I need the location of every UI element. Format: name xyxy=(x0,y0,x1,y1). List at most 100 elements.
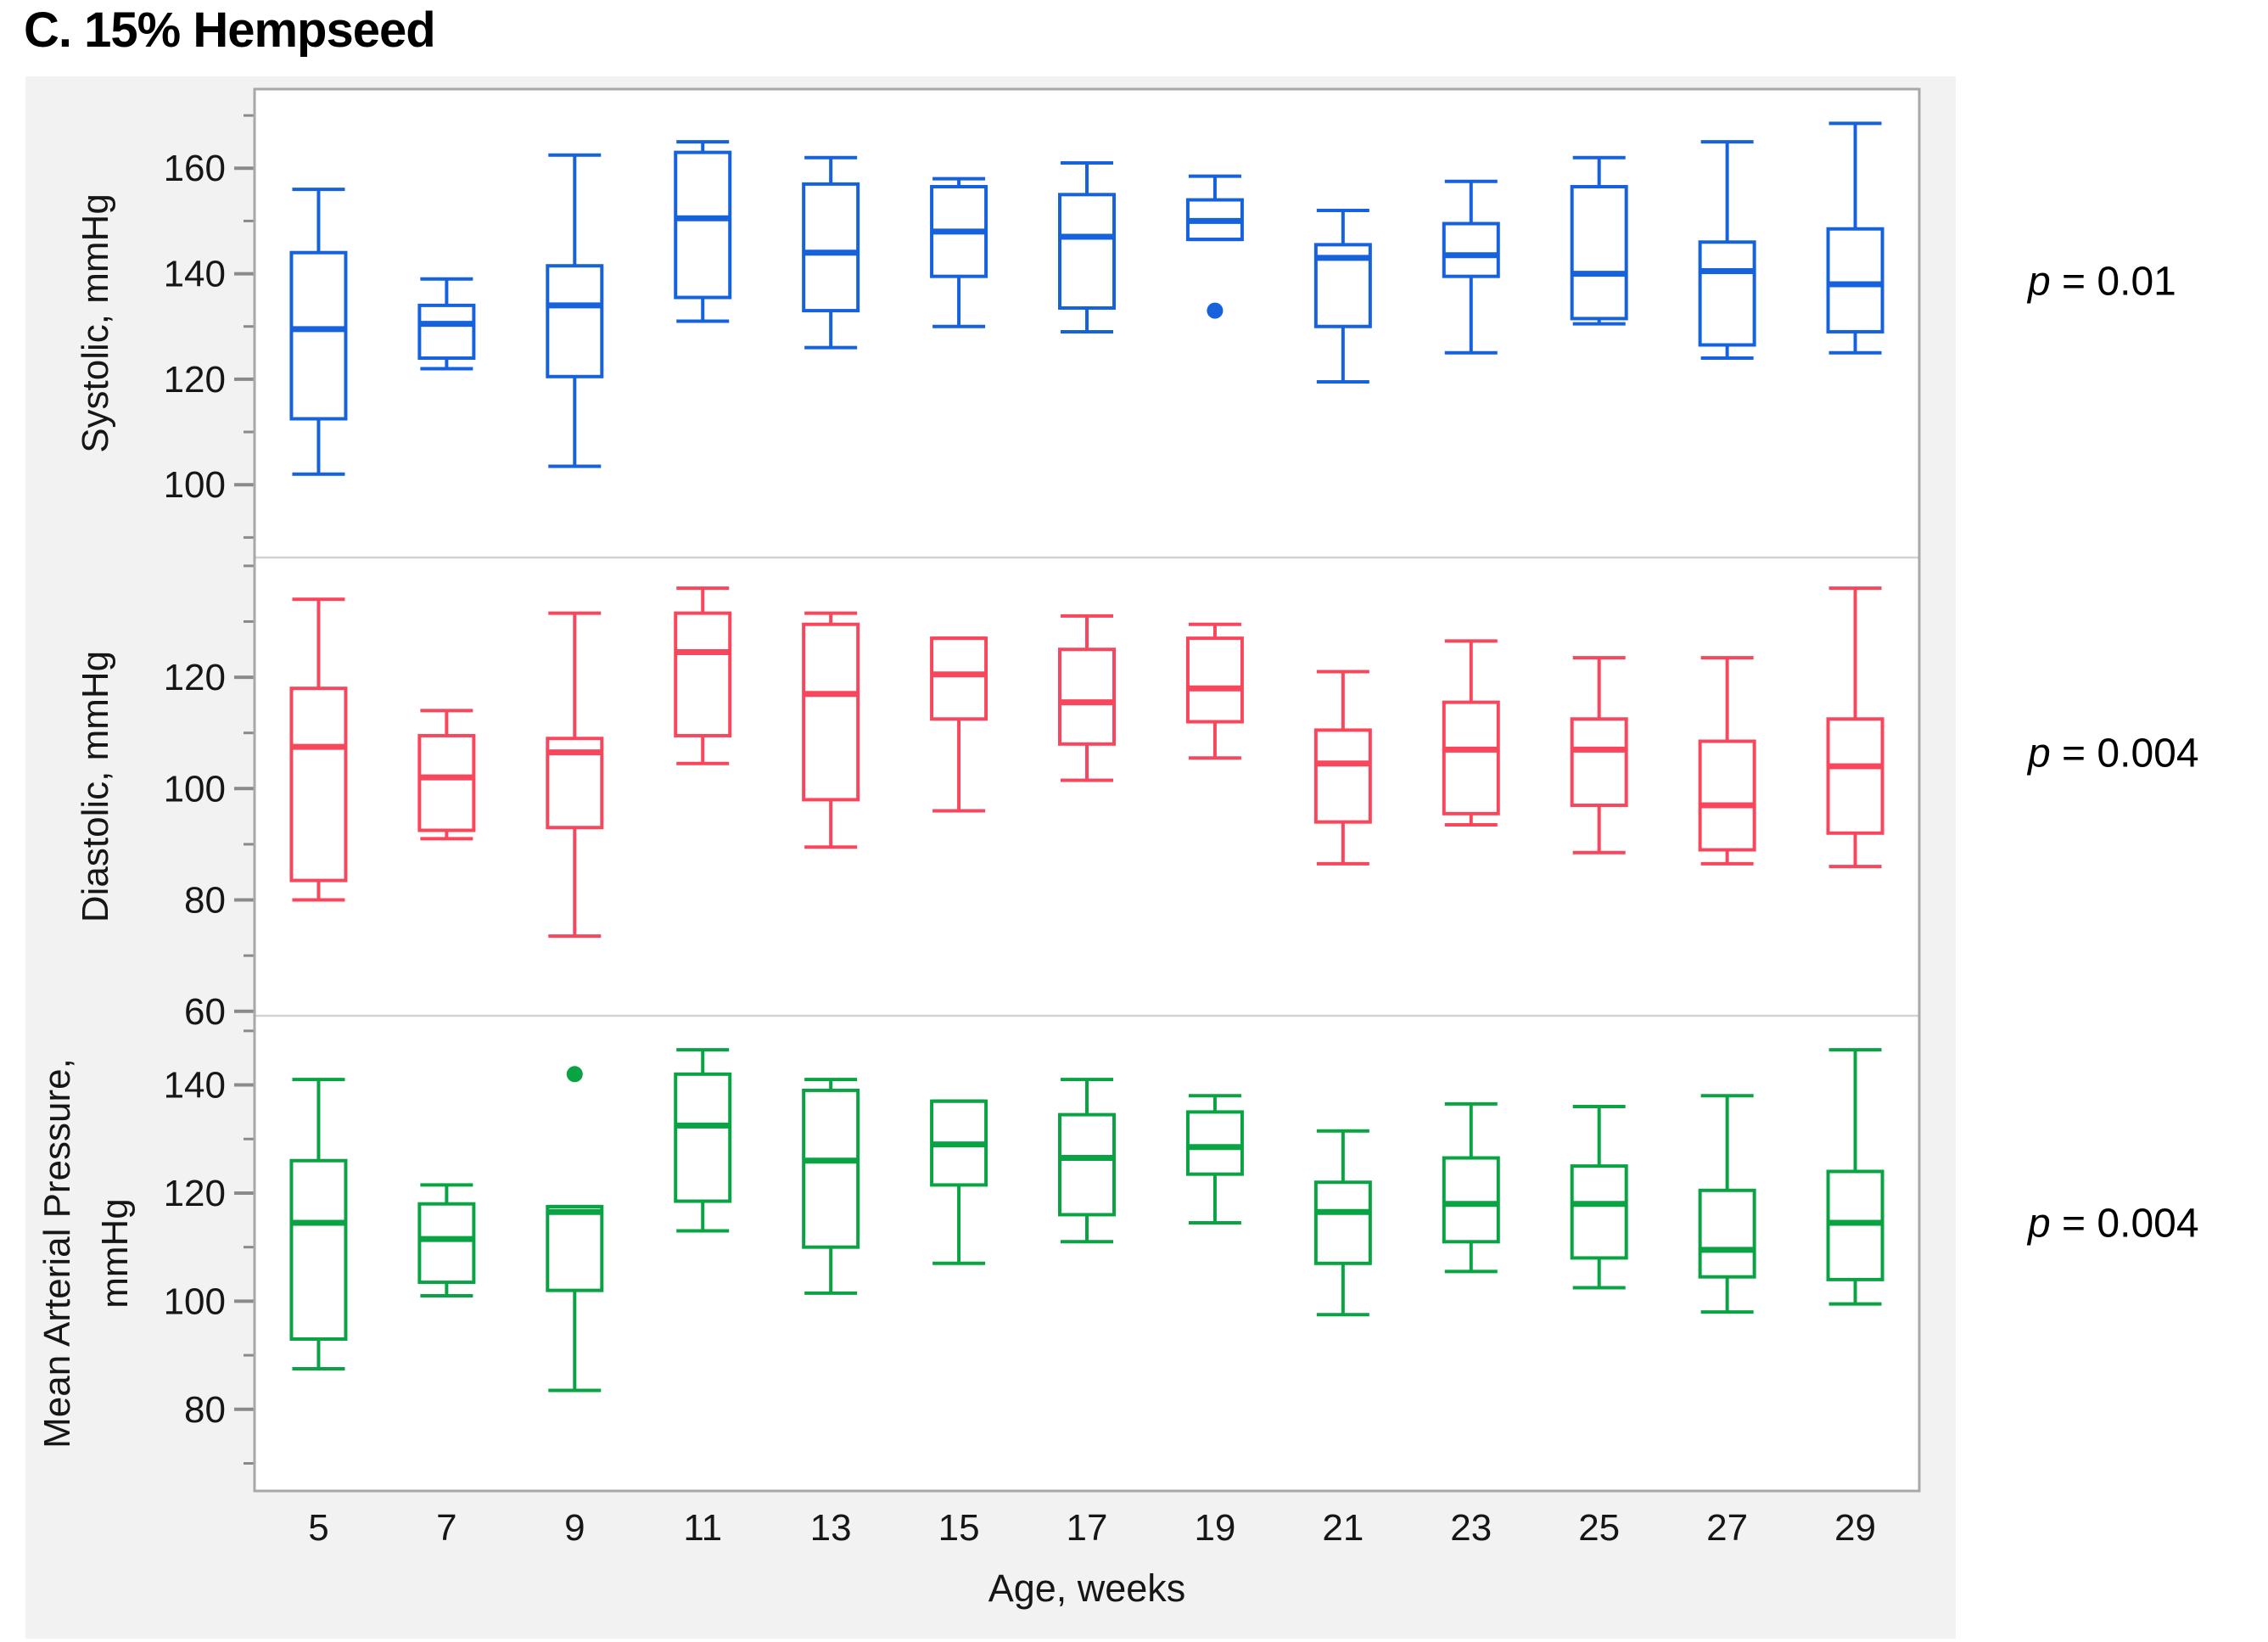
iqr-box xyxy=(1698,739,1756,852)
iqr-box xyxy=(289,1158,348,1341)
box-mean-arterial-pressure-week-5 xyxy=(289,1078,348,1371)
box-mean-arterial-pressure-week-17 xyxy=(1058,1078,1116,1244)
box-diastolic-week-23 xyxy=(1442,639,1500,827)
x-axis-title: Age, weeks xyxy=(988,1566,1186,1610)
p-value-text: = 0.004 xyxy=(2050,731,2199,776)
iqr-box xyxy=(417,733,476,832)
x-tick-label: 13 xyxy=(810,1507,852,1549)
box-mean-arterial-pressure-week-7 xyxy=(417,1183,476,1298)
box-systolic-week-19 xyxy=(1185,174,1244,319)
y-tick-label: 140 xyxy=(164,254,226,295)
iqr-box xyxy=(1442,700,1500,815)
x-tick-label: 19 xyxy=(1194,1507,1235,1549)
box-diastolic-week-5 xyxy=(289,597,348,902)
y-tick-label: 140 xyxy=(164,1065,226,1107)
iqr-box xyxy=(1058,193,1116,310)
box-systolic-week-9 xyxy=(546,153,604,468)
box-mean-arterial-pressure-week-27 xyxy=(1698,1094,1756,1314)
box-mean-arterial-pressure-week-15 xyxy=(930,1099,988,1265)
p-symbol: p xyxy=(2028,259,2051,305)
plot-border xyxy=(253,87,1921,1493)
y-axis-title-systolic: Systolic, mmHg xyxy=(75,193,116,453)
y-tick-label: 60 xyxy=(184,991,226,1033)
iqr-box xyxy=(1313,1180,1372,1265)
box-systolic-week-15 xyxy=(930,177,988,328)
box-diastolic-week-29 xyxy=(1826,586,1884,869)
iqr-box xyxy=(1058,1112,1116,1217)
iqr-box xyxy=(1826,227,1884,333)
iqr-box xyxy=(1698,1188,1756,1279)
box-diastolic-week-7 xyxy=(417,709,476,841)
box-mean-arterial-pressure-week-23 xyxy=(1442,1101,1500,1274)
iqr-box xyxy=(289,687,348,883)
x-tick-label: 5 xyxy=(308,1507,328,1549)
box-systolic-week-25 xyxy=(1570,155,1628,326)
box-diastolic-week-15 xyxy=(930,636,988,813)
x-tick-label: 21 xyxy=(1322,1507,1364,1549)
box-systolic-week-11 xyxy=(674,140,732,323)
p-value-text: = 0.01 xyxy=(2050,259,2176,305)
iqr-box xyxy=(1826,717,1884,835)
iqr-box xyxy=(1442,1156,1500,1244)
y-tick-label: 120 xyxy=(164,1173,226,1214)
box-mean-arterial-pressure-week-9 xyxy=(546,1066,604,1393)
panel-diastolic: 60 80 100 120 xyxy=(164,564,1884,1033)
box-systolic-week-13 xyxy=(802,155,860,350)
x-tick-label: 29 xyxy=(1834,1507,1876,1549)
y-axis-title-diastolic: Diastolic, mmHg xyxy=(75,650,116,923)
iqr-box xyxy=(1185,636,1244,724)
box-mean-arterial-pressure-week-13 xyxy=(802,1078,860,1295)
iqr-box xyxy=(1570,1164,1628,1260)
p-value-map: p = 0.004 xyxy=(2028,1201,2199,1247)
y-tick-label: 120 xyxy=(164,359,226,401)
iqr-box xyxy=(1313,728,1372,824)
box-mean-arterial-pressure-week-25 xyxy=(1570,1105,1628,1290)
box-diastolic-week-27 xyxy=(1698,656,1756,866)
iqr-box xyxy=(802,182,860,313)
panel-mean-arterial-pressure: 80 100 120 140 xyxy=(164,1029,1884,1465)
y-axis-title-map-line1: Mean Arterial Pressure, xyxy=(36,1058,78,1449)
box-systolic-week-7 xyxy=(417,277,476,371)
box-mean-arterial-pressure-week-11 xyxy=(674,1048,732,1233)
iqr-box xyxy=(546,737,604,830)
iqr-box xyxy=(417,1202,476,1285)
box-diastolic-week-13 xyxy=(802,611,860,849)
box-mean-arterial-pressure-week-21 xyxy=(1313,1129,1372,1317)
x-tick-label: 7 xyxy=(436,1507,456,1549)
y-tick-label: 100 xyxy=(164,768,226,810)
iqr-box xyxy=(1313,243,1372,328)
x-tick-label: 23 xyxy=(1450,1507,1492,1549)
box-systolic-week-27 xyxy=(1698,140,1756,361)
iqr-box xyxy=(1698,240,1756,347)
box-diastolic-week-17 xyxy=(1058,614,1116,782)
y-tick-label: 80 xyxy=(184,1389,226,1431)
box-systolic-week-17 xyxy=(1058,161,1116,333)
box-diastolic-week-19 xyxy=(1185,622,1244,760)
box-systolic-week-29 xyxy=(1826,121,1884,355)
iqr-box xyxy=(289,250,348,421)
plot-area xyxy=(255,89,1919,1491)
x-tick-label: 11 xyxy=(683,1507,722,1549)
x-tick-label: 15 xyxy=(938,1507,980,1549)
iqr-box xyxy=(1185,1110,1244,1176)
panel-systolic: 100 120 140 160 xyxy=(164,114,1884,539)
x-tick-label: 27 xyxy=(1706,1507,1748,1549)
iqr-box xyxy=(546,264,604,378)
outlier-point xyxy=(566,1066,583,1083)
p-value-diastolic: p = 0.004 xyxy=(2028,731,2199,777)
box-diastolic-week-11 xyxy=(674,586,732,765)
iqr-box xyxy=(802,622,860,802)
p-value-systolic: p = 0.01 xyxy=(2028,259,2176,305)
iqr-box xyxy=(802,1088,860,1249)
p-symbol: p xyxy=(2028,1201,2051,1247)
box-systolic-week-5 xyxy=(289,188,348,476)
y-tick-label: 120 xyxy=(164,657,226,698)
iqr-box xyxy=(1570,717,1628,807)
iqr-box xyxy=(674,150,732,300)
p-symbol: p xyxy=(2028,731,2051,776)
iqr-box xyxy=(546,1204,604,1292)
box-diastolic-week-21 xyxy=(1313,670,1372,866)
box-diastolic-week-25 xyxy=(1570,656,1628,855)
